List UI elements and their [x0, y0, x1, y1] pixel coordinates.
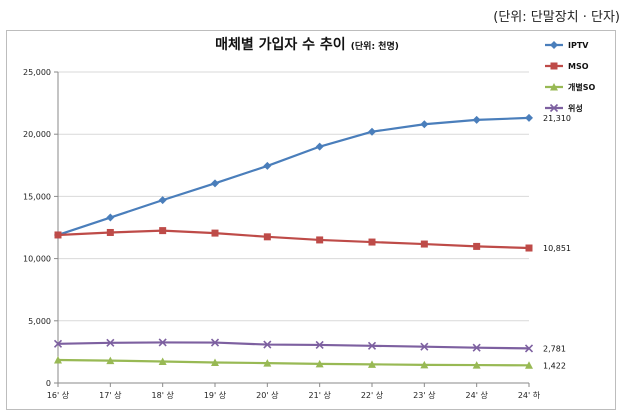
- x-marker-stroke: [549, 103, 559, 113]
- series-개별so: 1,422: [54, 355, 566, 370]
- legend-marker: [550, 62, 558, 70]
- legend-item: 개별SO: [545, 82, 595, 92]
- legend-item: MSO: [545, 62, 589, 71]
- data-point: [211, 179, 219, 188]
- data-point: [472, 115, 481, 124]
- data-point: [368, 127, 376, 136]
- legend-marker: [550, 83, 558, 91]
- x-marker-stroke: [210, 338, 220, 347]
- x-marker-stroke: [472, 343, 481, 352]
- data-point: [420, 120, 429, 129]
- chart-title-unit: (단위: 천명): [351, 40, 399, 52]
- x-tick-label: 24' 하: [518, 390, 541, 400]
- line-chart: 매체별 가입자 수 추이 (단위: 천명) 0 5,000 10,000 15,000…: [23, 34, 595, 400]
- x-tick-label: 16' 상: [47, 390, 70, 400]
- x-marker-stroke: [524, 344, 534, 353]
- data-point: [420, 360, 429, 369]
- data-point: [315, 359, 324, 368]
- chart-title: 매체별 가입자 수 추이 (단위: 천명): [215, 34, 399, 53]
- data-point: [54, 231, 62, 239]
- data-point: [263, 233, 271, 241]
- data-point: [211, 229, 219, 237]
- x-tick-label: 23' 상: [413, 390, 436, 400]
- series-line: [57, 341, 530, 350]
- x-marker-stroke: [106, 338, 115, 347]
- data-point: [367, 341, 377, 350]
- legend-marker: [550, 41, 558, 49]
- series-mso: 10,851: [54, 227, 571, 253]
- data-point: [525, 244, 533, 252]
- legend-label: 개별SO: [568, 82, 595, 92]
- data-point: [472, 361, 481, 369]
- x-marker-stroke: [263, 340, 272, 349]
- y-tick-label: 25,000: [23, 68, 51, 77]
- end-value-label: 21,310: [543, 114, 571, 123]
- x-tick-label: 22' 상: [361, 390, 384, 400]
- y-tick-label: 0: [46, 379, 51, 388]
- data-point: [106, 356, 115, 365]
- x-marker-stroke: [315, 340, 324, 349]
- data-point: [211, 358, 219, 366]
- data-point: [420, 342, 429, 351]
- x-tick-label: 24' 상: [466, 390, 489, 400]
- x-tick-label: 18' 상: [152, 390, 175, 400]
- data-point: [525, 361, 533, 369]
- data-point: [473, 242, 481, 250]
- end-value-label: 2,781: [543, 344, 566, 353]
- data-point: [158, 338, 167, 347]
- x-tick-label: 19' 상: [204, 390, 227, 400]
- data-point: [159, 227, 167, 235]
- end-value-label: 1,422: [543, 361, 566, 370]
- x-marker-stroke: [158, 338, 167, 347]
- data-point: [54, 355, 62, 364]
- legend: IPTV MSO 개별SO 위성: [545, 41, 595, 113]
- data-point: [263, 161, 272, 170]
- data-point: [210, 338, 220, 347]
- y-tick-label: 5,000: [28, 317, 51, 326]
- chart-container: 매체별 가입자 수 추이 (단위: 천명) 0 5,000 10,000 15,000…: [6, 30, 616, 410]
- data-point: [420, 240, 428, 248]
- series-위성: 2,781: [53, 338, 566, 353]
- data-point: [158, 196, 167, 205]
- x-marker-stroke: [420, 342, 429, 351]
- data-point: [53, 339, 63, 348]
- unit-note: (단위: 단말장치 · 단자): [493, 10, 620, 25]
- data-point: [263, 340, 272, 349]
- series-line: [57, 229, 530, 250]
- x-marker-stroke: [53, 339, 63, 348]
- data-point: [106, 338, 115, 347]
- x-tick-label: 21' 상: [309, 390, 332, 400]
- series-line: [57, 116, 530, 237]
- end-value-label: 10,851: [543, 244, 571, 253]
- data-point: [158, 357, 167, 365]
- x-tick-label: 17' 상: [99, 390, 122, 400]
- legend-item: IPTV: [545, 41, 589, 50]
- y-tick-label: 20,000: [23, 130, 51, 139]
- x-tick-label: 20' 상: [256, 390, 279, 400]
- chart-title-main: 매체별 가입자 수 추이: [215, 36, 346, 53]
- data-point: [315, 340, 324, 349]
- data-point: [106, 228, 114, 236]
- data-point: [368, 360, 376, 368]
- data-point: [524, 344, 534, 353]
- legend-label: IPTV: [568, 41, 589, 50]
- data-point: [315, 142, 324, 151]
- x-marker-stroke: [367, 341, 377, 350]
- data-point: [263, 359, 272, 367]
- legend-label: 위성: [568, 103, 583, 113]
- legend-label: MSO: [568, 62, 589, 71]
- data-point: [525, 113, 533, 122]
- data-point: [106, 213, 115, 222]
- y-tick-label: 10,000: [23, 255, 51, 264]
- data-point: [316, 236, 324, 244]
- data-point: [472, 343, 481, 352]
- legend-item: 위성: [545, 103, 583, 113]
- y-tick-label: 15,000: [23, 192, 51, 201]
- series-iptv: 21,310: [54, 113, 571, 239]
- legend-marker: [549, 103, 559, 113]
- series-line: [57, 358, 530, 367]
- data-point: [368, 238, 376, 246]
